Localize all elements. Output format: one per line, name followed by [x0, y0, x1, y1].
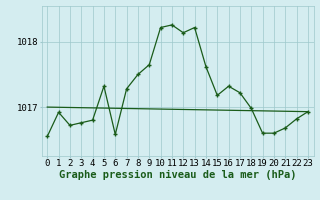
- X-axis label: Graphe pression niveau de la mer (hPa): Graphe pression niveau de la mer (hPa): [59, 170, 296, 180]
